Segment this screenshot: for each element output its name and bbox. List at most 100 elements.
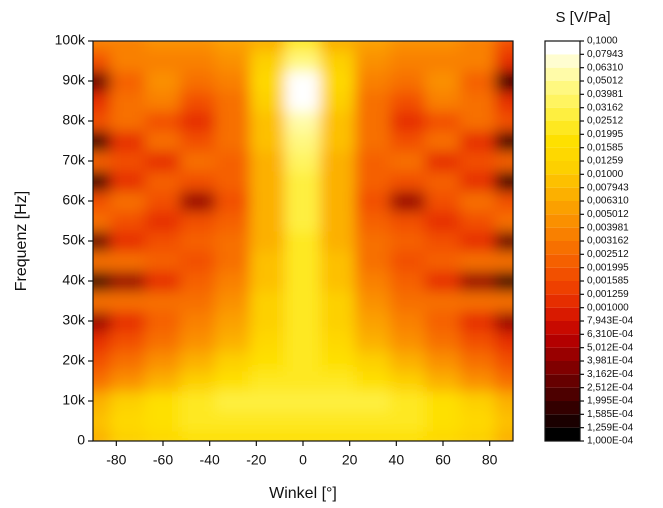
- heatmap-cell: [425, 230, 461, 252]
- heatmap-cell: [495, 90, 513, 112]
- heatmap-cell: [215, 410, 251, 432]
- heatmap-cell: [215, 170, 251, 192]
- colorbar-tick-label: 0,003162: [587, 236, 629, 247]
- heatmap-cell: [215, 190, 251, 212]
- heatmap-cell: [215, 130, 251, 152]
- heatmap-cell: [320, 350, 356, 372]
- heatmap-cell: [460, 430, 496, 441]
- heatmap-cell: [460, 250, 496, 272]
- heatmap-cell: [495, 130, 513, 152]
- x-tick-label: 20: [342, 452, 358, 468]
- heatmap-cell: [110, 210, 146, 232]
- heatmap-cell: [215, 150, 251, 172]
- heatmap-cell: [110, 270, 146, 292]
- heatmap-cell: [110, 250, 146, 272]
- heatmap-cell: [425, 330, 461, 352]
- heatmap-cell: [250, 170, 286, 192]
- colorbar-tick-label: 3,981E-04: [587, 356, 634, 367]
- colorbar-band: [545, 321, 580, 335]
- heatmap-cell: [460, 70, 496, 92]
- heatmap-cell: [460, 90, 496, 112]
- heatmap-cell: [215, 350, 251, 372]
- heatmap-cell: [285, 41, 321, 52]
- colorbar-band: [545, 401, 580, 415]
- heatmap-cell: [110, 370, 146, 392]
- heatmap-cell: [320, 410, 356, 432]
- heatmap-cell: [110, 190, 146, 212]
- heatmap-cell: [93, 130, 111, 152]
- heatmap-cell: [250, 250, 286, 272]
- plot-area: [93, 41, 513, 441]
- heatmap-cell: [110, 230, 146, 252]
- heatmap-cell: [180, 50, 216, 72]
- heatmap-cell: [390, 190, 426, 212]
- heatmap-cell: [145, 390, 181, 412]
- colorbar-tick-label: 6,310E-04: [587, 329, 634, 340]
- colorbar-tick-label: 0,01585: [587, 142, 624, 153]
- heatmap-cell: [215, 290, 251, 312]
- heatmap-cell: [425, 110, 461, 132]
- heatmap-cell: [355, 330, 391, 352]
- heatmap-cell: [250, 50, 286, 72]
- heatmap-cell: [93, 190, 111, 212]
- heatmap-cell: [460, 110, 496, 132]
- heatmap-cell: [93, 290, 111, 312]
- colorbar-tick-label: 0,001995: [587, 262, 629, 273]
- colorbar-tick-label: 0,07943: [587, 49, 624, 60]
- heatmap-cell: [145, 110, 181, 132]
- heatmap-cell: [460, 210, 496, 232]
- y-tick-label: 90k: [62, 72, 86, 88]
- heatmap-cell: [215, 370, 251, 392]
- heatmap-cell: [145, 210, 181, 232]
- heatmap-cell: [285, 330, 321, 352]
- heatmap-cell: [250, 150, 286, 172]
- heatmap-cell: [425, 210, 461, 232]
- heatmap-cell: [495, 290, 513, 312]
- heatmap-cell: [460, 330, 496, 352]
- heatmap-cell: [285, 150, 321, 172]
- heatmap-cell: [285, 350, 321, 372]
- colorbar-tick-label: 1,995E-04: [587, 396, 634, 407]
- heatmap-cell: [180, 90, 216, 112]
- heatmap-cell: [215, 250, 251, 272]
- heatmap-cell: [250, 390, 286, 412]
- colorbar-band: [545, 427, 580, 441]
- heatmap-cell: [110, 410, 146, 432]
- heatmap-cell: [425, 370, 461, 392]
- heatmap-cell: [495, 310, 513, 332]
- colorbar-band: [545, 107, 580, 121]
- colorbar-band: [545, 267, 580, 281]
- heatmap-cell: [355, 130, 391, 152]
- x-tick-label: 80: [482, 452, 498, 468]
- colorbar-band: [545, 120, 580, 135]
- heatmap-cell: [355, 230, 391, 252]
- heatmap-cell: [250, 41, 286, 52]
- heatmap-cell: [110, 50, 146, 72]
- heatmap-cell: [425, 50, 461, 72]
- heatmap-cell: [110, 150, 146, 172]
- heatmap-cell: [320, 170, 356, 192]
- heatmap-cell: [460, 170, 496, 192]
- heatmap-cell: [425, 130, 461, 152]
- colorbar-band: [545, 134, 580, 148]
- colorbar-band: [545, 54, 580, 68]
- axes: -80 -60 -40 -20 0 20 40 60 80 0 10k 20k 30k 40k 50k 60k…: [55, 32, 634, 468]
- colorbar-tick-label: 0,006310: [587, 196, 629, 207]
- colorbar-band: [545, 280, 580, 295]
- heatmap-cell: [495, 410, 513, 432]
- heatmap-cell: [320, 41, 356, 52]
- heatmap-cell: [460, 50, 496, 72]
- heatmap-cell: [355, 430, 391, 441]
- heatmap-cell: [215, 390, 251, 412]
- heatmap-cell: [215, 41, 251, 52]
- colorbar-band: [545, 160, 580, 175]
- x-tick-label: 0: [299, 452, 307, 468]
- heatmap-cell: [320, 310, 356, 332]
- heatmap-cell: [460, 41, 496, 52]
- colorbar-band: [545, 307, 580, 322]
- heatmap-cell: [495, 370, 513, 392]
- heatmap-cell: [145, 330, 181, 352]
- heatmap: [93, 41, 513, 441]
- heatmap-cell: [180, 370, 216, 392]
- colorbar-tick-label: 1,585E-04: [587, 409, 634, 420]
